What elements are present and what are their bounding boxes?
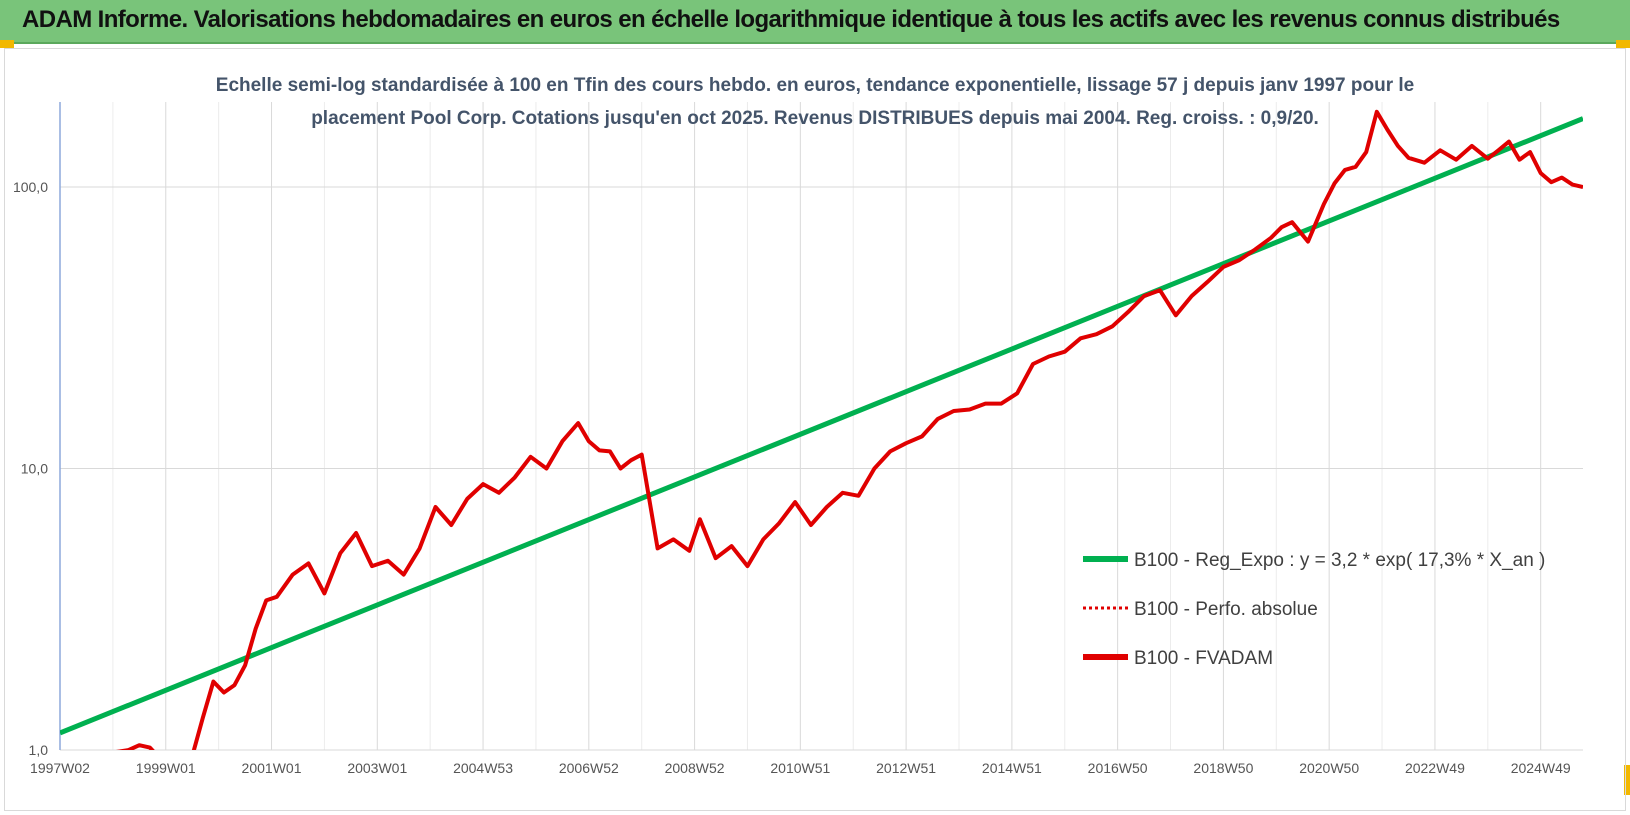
chart-subtitle-line-2: placement Pool Corp. Cotations jusqu'en … [311, 108, 1319, 129]
x-tick-label: 1997W02 [30, 760, 90, 776]
report-title: ADAM Informe. Valorisations hebdomadaire… [22, 6, 1560, 33]
x-tick-label: 2012W51 [876, 760, 936, 776]
legend-label-reg-expo: B100 - Reg_Expo : y = 3,2 * exp( 17,3% *… [1134, 550, 1545, 571]
x-tick-label: 2024W49 [1511, 760, 1571, 776]
y-tick-label: 100,0 [13, 179, 48, 195]
series [60, 109, 1583, 750]
corner-marker-bottom-right [1624, 765, 1630, 795]
x-tick-label: 2018W50 [1193, 760, 1253, 776]
corner-marker-right [1616, 40, 1630, 48]
y-tick-label: 1,0 [29, 742, 49, 758]
series-reg-expo-line [60, 116, 1583, 736]
legend: B100 - Reg_Expo : y = 3,2 * exp( 17,3% *… [1083, 550, 1545, 669]
y-tick-label: 10,0 [21, 461, 48, 477]
y-tick-labels: 1,0 10,0 100,0 [13, 179, 48, 758]
x-tick-label: 2010W51 [770, 760, 830, 776]
x-tick-label: 2020W50 [1299, 760, 1359, 776]
x-tick-label: 2022W49 [1405, 760, 1465, 776]
x-tick-label: 2008W52 [665, 760, 725, 776]
chart-frame [4, 48, 1626, 811]
header-banner: ADAM Informe. Valorisations hebdomadaire… [0, 0, 1630, 44]
x-tick-labels: 1997W02 1999W01 2001W01 2003W01 2004W53 2006W… [30, 760, 1571, 776]
corner-marker-left [0, 40, 14, 48]
chart-subtitle-line-1: Echelle semi-log standardisée à 100 en T… [216, 75, 1414, 96]
x-tick-label: 2016W50 [1088, 760, 1148, 776]
x-tick-label: 2001W01 [242, 760, 302, 776]
x-tick-label: 1999W01 [136, 760, 196, 776]
grid [59, 102, 1583, 751]
x-tick-label: 2004W53 [453, 760, 513, 776]
x-tick-label: 2003W01 [347, 760, 407, 776]
x-tick-label: 2006W52 [559, 760, 619, 776]
legend-label-perfo-absolue: B100 - Perfo. absolue [1134, 599, 1318, 620]
series-fvadam-line [115, 109, 1583, 750]
x-tick-label: 2014W51 [982, 760, 1042, 776]
legend-label-fvadam: B100 - FVADAM [1134, 648, 1273, 669]
